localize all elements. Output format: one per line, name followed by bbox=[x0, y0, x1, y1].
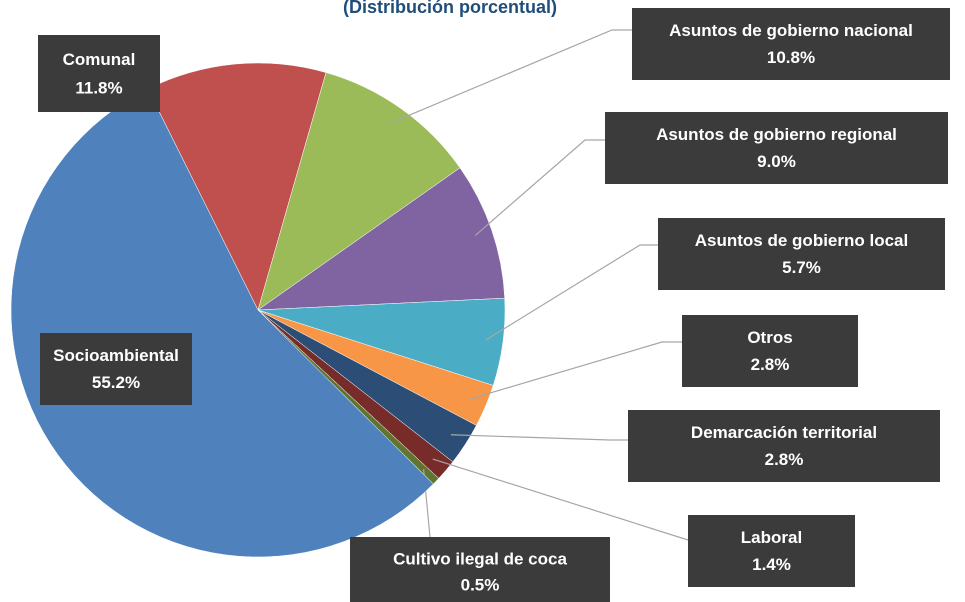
label-value: 9.0% bbox=[757, 152, 796, 171]
label-name: Asuntos de gobierno local bbox=[695, 231, 908, 250]
label-box bbox=[682, 315, 858, 387]
label-name: Asuntos de gobierno nacional bbox=[669, 21, 913, 40]
leader-line bbox=[474, 139, 605, 236]
label-box bbox=[605, 112, 948, 184]
leader-line bbox=[450, 434, 628, 441]
label-box bbox=[658, 218, 945, 290]
label-value: 0.5% bbox=[461, 575, 500, 594]
label-value: 11.8% bbox=[75, 78, 122, 97]
label-value: 55.2% bbox=[92, 373, 140, 392]
label-box bbox=[688, 515, 855, 587]
leader-line bbox=[390, 29, 632, 124]
label-value: 2.8% bbox=[765, 450, 804, 469]
pie-slice bbox=[10, 88, 434, 558]
label-name: Comunal bbox=[63, 50, 136, 69]
label-name: Socioambiental bbox=[53, 346, 179, 365]
leader-line bbox=[485, 244, 658, 341]
label-box bbox=[350, 537, 610, 602]
label-value: 2.8% bbox=[751, 355, 790, 374]
chart-subtitle: (Distribución porcentual) bbox=[343, 0, 557, 17]
leader-line bbox=[432, 458, 689, 541]
label-name: Cultivo ilegal de coca bbox=[393, 550, 567, 569]
label-box bbox=[628, 410, 940, 482]
label-box bbox=[38, 35, 160, 112]
label-name: Demarcación territorial bbox=[691, 423, 877, 442]
label-box bbox=[40, 333, 192, 405]
label-value: 1.4% bbox=[752, 555, 791, 574]
pie-slice bbox=[257, 72, 461, 311]
label-box bbox=[632, 8, 950, 80]
label-value: 10.8% bbox=[767, 48, 815, 67]
label-name: Otros bbox=[747, 328, 792, 347]
label-name: Asuntos de gobierno regional bbox=[656, 125, 897, 144]
pie-slice bbox=[257, 167, 505, 311]
label-name: Laboral bbox=[741, 528, 802, 547]
label-value: 5.7% bbox=[782, 258, 821, 277]
leader-line bbox=[469, 341, 682, 400]
